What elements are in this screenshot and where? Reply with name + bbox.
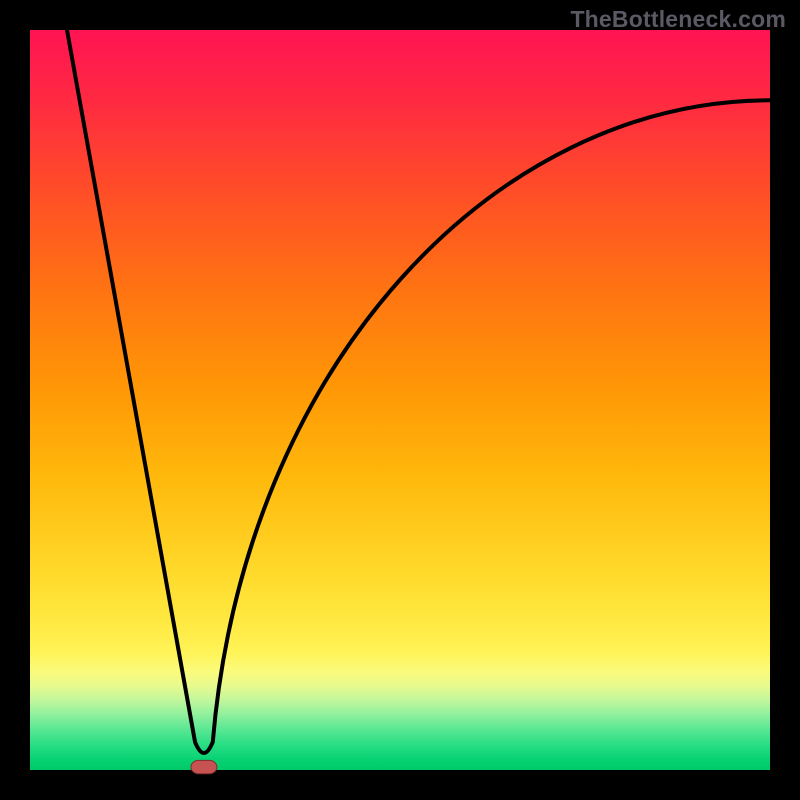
chart-container: TheBottleneck.com — [0, 0, 800, 800]
min-marker — [191, 760, 217, 773]
plot-area — [30, 30, 770, 770]
watermark-text: TheBottleneck.com — [570, 6, 786, 33]
bottleneck-chart — [0, 0, 800, 800]
